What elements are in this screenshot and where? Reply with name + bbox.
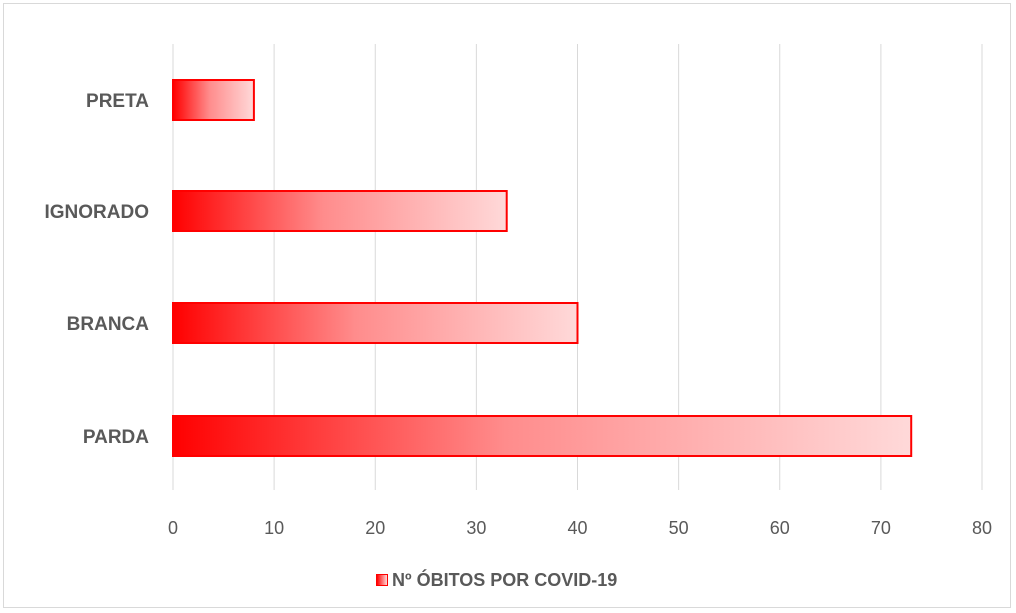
category-label-preta: PRETA xyxy=(86,91,149,112)
x-tick-label: 50 xyxy=(669,518,689,538)
bar-parda xyxy=(172,415,913,457)
x-tick-label: 40 xyxy=(567,518,587,538)
x-tick-label: 30 xyxy=(466,518,486,538)
legend-label: Nº ÓBITOS POR COVID-19 xyxy=(392,569,618,590)
category-label-parda: PARDA xyxy=(83,427,149,448)
x-tick-label: 80 xyxy=(972,518,992,538)
x-tick-label: 10 xyxy=(264,518,284,538)
legend-swatch xyxy=(376,574,388,586)
bar-branca xyxy=(172,302,579,344)
x-tick-label: 20 xyxy=(365,518,385,538)
x-tick-label: 0 xyxy=(168,518,178,538)
x-tick-labels: 0 10 20 30 40 50 60 70 80 xyxy=(168,518,992,538)
legend: Nº ÓBITOS POR COVID-19 xyxy=(376,568,617,592)
x-tick-label: 70 xyxy=(871,518,891,538)
category-label-branca: BRANCA xyxy=(67,314,150,335)
x-tick-label: 60 xyxy=(770,518,790,538)
category-label-ignorado: IGNORADO xyxy=(45,202,150,223)
category-labels: PRETA IGNORADO BRANCA PARDA xyxy=(45,91,150,448)
bars xyxy=(172,79,913,457)
bar-preta xyxy=(172,79,255,121)
bar-ignorado xyxy=(172,190,508,232)
